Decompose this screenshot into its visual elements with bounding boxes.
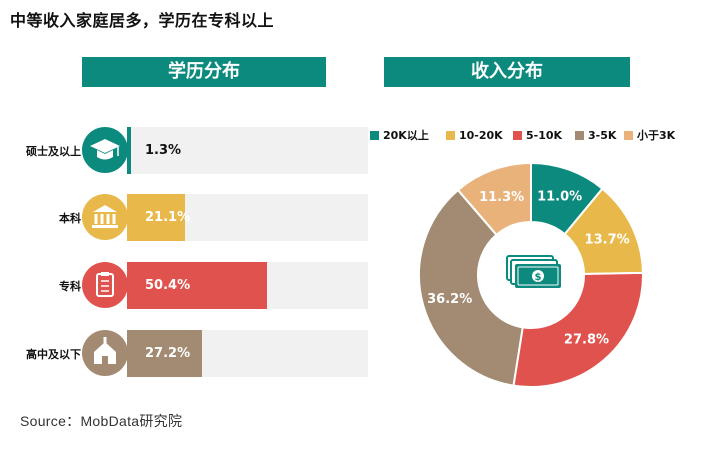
education-row: 专科 50.4% [0, 260, 380, 314]
education-bar [127, 127, 131, 174]
education-bar [127, 262, 267, 309]
education-category-label: 专科 [59, 280, 81, 293]
legend-swatch [513, 131, 522, 140]
donut-value-label: 11.0% [537, 189, 582, 204]
page-title: 中等收入家庭居多，学历在专科以上 [10, 11, 275, 30]
donut-value-label: 36.2% [427, 292, 472, 307]
legend-label: 小于3K [637, 129, 676, 142]
donut-slice [418, 188, 524, 387]
source-note: Source：MobData研究院 [20, 413, 183, 429]
donut-slice [456, 161, 532, 237]
education-value-label: 1.3% [145, 143, 182, 158]
education-bar [127, 330, 203, 377]
education-category-label: 高中及以下 [26, 348, 81, 361]
education-value-label: 27.2% [145, 346, 191, 361]
legend-swatch [624, 131, 633, 140]
income-chart-title: 收入分布 [384, 57, 630, 87]
legend-swatch [575, 131, 584, 140]
legend-swatch [370, 131, 379, 140]
education-bar-track: 27.2% [127, 330, 368, 377]
education-category-label: 硕士及以上 [26, 145, 81, 158]
school-house-icon [82, 330, 128, 376]
education-bar [127, 194, 186, 241]
money-stack-icon: $ [506, 255, 561, 288]
donut-value-label: 13.7% [585, 232, 630, 247]
education-bar-track: 1.3% [127, 127, 368, 174]
education-chart-title: 学历分布 [82, 57, 326, 87]
donut-slice [512, 271, 644, 388]
legend-label: 20K以上 [383, 129, 429, 142]
institution-icon [82, 194, 128, 240]
clipboard-icon [82, 262, 128, 308]
education-row: 硕士及以上 1.3% [0, 125, 380, 179]
legend-swatch [446, 131, 455, 140]
donut-value-label: 27.8% [564, 333, 609, 348]
education-value-label: 21.1% [145, 210, 191, 225]
income-donut-chart: 11.0% 13.7% 27.8% 36.2% 11.3% $ [418, 161, 644, 388]
legend-label: 5-10K [526, 129, 563, 142]
education-row: 高中及以下 27.2% [0, 328, 380, 382]
donut-value-label: 11.3% [479, 190, 524, 205]
graduation-cap-icon [82, 127, 128, 173]
education-bar-track: 21.1% [127, 194, 368, 241]
education-value-label: 50.4% [145, 278, 191, 293]
education-row: 本科 21.1% [0, 192, 380, 246]
legend-label: 3-5K [588, 129, 617, 142]
education-bar-track: 50.4% [127, 262, 368, 309]
education-category-label: 本科 [59, 212, 81, 225]
legend-label: 10-20K [459, 129, 503, 142]
svg-text:$: $ [535, 272, 542, 283]
